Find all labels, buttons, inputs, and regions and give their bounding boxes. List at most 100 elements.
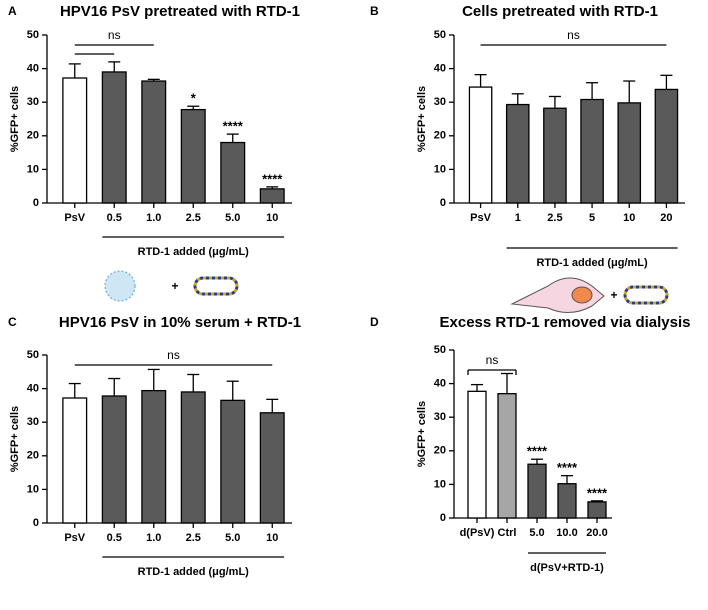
y-tick-label: 40 — [27, 383, 39, 395]
y-tick-label: 20 — [434, 130, 446, 142]
significance: * — [191, 91, 197, 106]
y-tick-label: 0 — [33, 517, 39, 529]
y-tick-label: 0 — [440, 512, 446, 524]
x-tick-label: d(PsV) — [460, 527, 495, 539]
x-tick-label: 20 — [660, 212, 672, 224]
x-tick-label: 2.5 — [186, 212, 201, 224]
bar — [468, 86, 493, 204]
y-tick-label: 10 — [27, 163, 39, 175]
icon-rtd1 — [193, 276, 239, 296]
y-tick-label: 0 — [440, 197, 446, 209]
bar — [543, 107, 567, 204]
x-tick-label: 2.5 — [547, 212, 562, 224]
x-tick-label: 1 — [515, 212, 521, 224]
panel-letter: D — [370, 315, 379, 329]
ns-label: ns — [167, 348, 180, 362]
ns-label: ns — [567, 28, 580, 42]
bar — [527, 463, 547, 519]
x-tick-label: 10 — [623, 212, 635, 224]
y-axis-label: %GFP+ cells — [9, 406, 21, 472]
bar — [467, 390, 487, 519]
bar — [101, 71, 127, 204]
panel-letter: C — [8, 315, 17, 329]
group-label: d(PsV+RTD-1) — [530, 562, 604, 574]
bar — [141, 389, 167, 524]
y-tick-label: 10 — [27, 483, 39, 495]
icon-cell: + — [510, 277, 669, 313]
y-axis-label: %GFP+ cells — [9, 86, 21, 152]
bar — [220, 399, 246, 524]
y-tick-label: 30 — [27, 416, 39, 428]
x-tick-label: Ctrl — [498, 527, 517, 539]
y-tick-label: 20 — [434, 445, 446, 457]
group-label: RTD-1 added (μg/mL) — [138, 246, 250, 258]
group-label: RTD-1 added (μg/mL) — [138, 566, 250, 578]
bar — [654, 88, 679, 204]
x-tick-label: 10.0 — [556, 527, 577, 539]
y-tick-label: 10 — [434, 163, 446, 175]
y-tick-label: 40 — [27, 63, 39, 75]
y-tick-label: 30 — [27, 96, 39, 108]
x-tick-label: 2.5 — [186, 532, 201, 544]
chart-title: Cells pretreated with RTD-1 — [462, 3, 658, 20]
bar — [259, 188, 285, 204]
x-tick-label: 1.0 — [146, 212, 161, 224]
panel-letter: A — [8, 4, 17, 18]
x-tick-label: PsV — [470, 212, 491, 224]
chart-title: HPV16 PsV in 10% serum + RTD-1 — [59, 314, 301, 331]
x-tick-label: 0.5 — [107, 532, 122, 544]
y-tick-label: 30 — [434, 96, 446, 108]
y-tick-label: 50 — [27, 349, 39, 361]
y-tick-label: 10 — [434, 478, 446, 490]
y-tick-label: 0 — [33, 197, 39, 209]
icon-virus: + — [104, 270, 179, 302]
x-tick-label: 5.0 — [225, 532, 240, 544]
x-tick-label: 20.0 — [586, 527, 607, 539]
x-tick-label: PsV — [64, 532, 85, 544]
ns-label: ns — [486, 353, 499, 367]
bar — [557, 483, 577, 519]
x-tick-label: 5.0 — [225, 212, 240, 224]
bar — [141, 80, 167, 204]
bar — [180, 391, 206, 524]
y-tick-label: 30 — [434, 411, 446, 423]
y-tick-label: 50 — [434, 344, 446, 356]
bar — [259, 412, 285, 524]
significance: **** — [557, 460, 578, 475]
bar — [580, 98, 604, 204]
y-tick-label: 20 — [27, 130, 39, 142]
x-tick-label: 1.0 — [146, 532, 161, 544]
bar — [220, 141, 246, 204]
x-tick-label: PsV — [64, 212, 85, 224]
svg-text:+: + — [171, 279, 178, 293]
ns-label: ns — [108, 28, 121, 42]
significance: **** — [262, 171, 283, 186]
bar — [101, 395, 127, 524]
bar — [617, 102, 642, 204]
significance: **** — [527, 444, 548, 459]
x-tick-label: 10 — [266, 212, 278, 224]
bar — [497, 393, 517, 519]
group-label: RTD-1 added (μg/mL) — [536, 257, 648, 269]
significance: **** — [223, 119, 244, 134]
bar — [180, 108, 206, 204]
y-tick-label: 50 — [434, 29, 446, 41]
y-tick-label: 40 — [434, 378, 446, 390]
significance: **** — [587, 485, 608, 500]
x-tick-label: 5.0 — [529, 527, 544, 539]
y-tick-label: 20 — [27, 450, 39, 462]
svg-text:+: + — [610, 288, 617, 302]
chart-title: Excess RTD-1 removed via dialysis — [440, 314, 691, 331]
chart-title: HPV16 PsV pretreated with RTD-1 — [60, 3, 300, 20]
bar — [505, 103, 530, 204]
x-tick-label: 5 — [589, 212, 595, 224]
y-tick-label: 40 — [434, 63, 446, 75]
y-axis-label: %GFP+ cells — [416, 401, 428, 467]
panel-letter: B — [370, 4, 379, 18]
y-axis-label: %GFP+ cells — [416, 86, 428, 152]
bar — [62, 397, 88, 524]
y-tick-label: 50 — [27, 29, 39, 41]
x-tick-label: 0.5 — [107, 212, 122, 224]
bar — [62, 77, 88, 204]
